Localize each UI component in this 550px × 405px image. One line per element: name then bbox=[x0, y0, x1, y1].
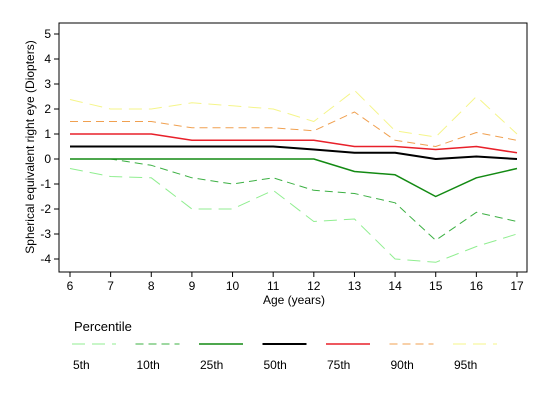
plot-frame bbox=[58, 22, 528, 273]
y-tick-label: 4 bbox=[44, 52, 51, 66]
legend-label-25th: 25th bbox=[200, 358, 223, 372]
x-tick-label: 9 bbox=[189, 279, 196, 293]
series-line-10th bbox=[70, 158, 518, 241]
legend-label-50th: 50th bbox=[264, 358, 287, 372]
y-tick-label: -4 bbox=[40, 252, 51, 266]
y-tick-label: 0 bbox=[44, 152, 51, 166]
x-tick-label: 6 bbox=[67, 279, 74, 293]
x-tick-label: 8 bbox=[148, 279, 155, 293]
series-line-95th bbox=[69, 89, 518, 138]
x-tick-label: 7 bbox=[107, 279, 114, 293]
series-line-25th bbox=[70, 158, 518, 198]
series-line-5th bbox=[69, 168, 518, 263]
legend-label-10th: 10th bbox=[137, 358, 160, 372]
x-tick-label: 11 bbox=[267, 279, 280, 293]
y-tick-label: 2 bbox=[44, 102, 51, 116]
x-axis-title: Age (years) bbox=[263, 293, 325, 307]
x-tick-label: 14 bbox=[388, 279, 402, 293]
x-tick-label: 17 bbox=[510, 279, 524, 293]
x-tick-label: 12 bbox=[307, 279, 321, 293]
y-tick-label: 3 bbox=[44, 77, 51, 91]
y-tick-label: -2 bbox=[40, 202, 51, 216]
x-tick-label: 13 bbox=[348, 279, 362, 293]
legend-label-75th: 75th bbox=[327, 358, 350, 372]
series-line-75th bbox=[70, 133, 518, 154]
y-tick-label: 5 bbox=[44, 27, 51, 41]
legend-title: Percentile bbox=[74, 319, 132, 334]
x-tick-label: 10 bbox=[226, 279, 240, 293]
y-axis-title: Spherical equivalent right eye (Diopters… bbox=[23, 40, 37, 253]
y-tick-label: -1 bbox=[40, 177, 51, 191]
plot-area bbox=[69, 89, 518, 263]
legend-label-90th: 90th bbox=[391, 358, 414, 372]
legend: Percentile 5th 10th 25th 50th 75th 90th 95th bbox=[72, 319, 497, 372]
legend-label-5th: 5th bbox=[73, 358, 90, 372]
x-tick-label: 15 bbox=[429, 279, 443, 293]
series-line-90th bbox=[70, 111, 518, 147]
y-tick-label: -3 bbox=[40, 227, 51, 241]
legend-label-95th: 95th bbox=[454, 358, 477, 372]
series-line-50th bbox=[70, 145, 518, 160]
x-tick-label: 16 bbox=[470, 279, 484, 293]
y-tick-label: 1 bbox=[44, 127, 51, 141]
